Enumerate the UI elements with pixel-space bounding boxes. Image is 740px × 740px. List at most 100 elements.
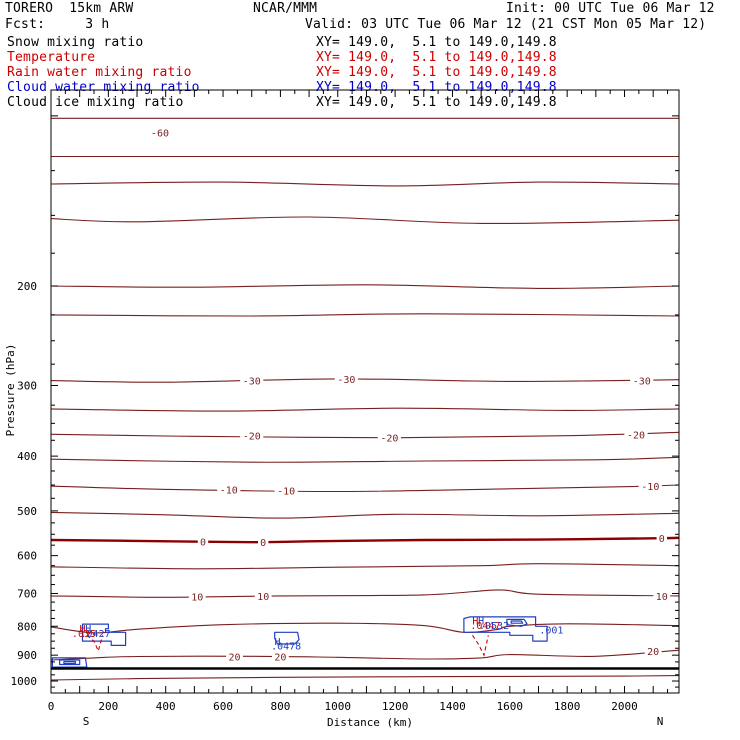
maximum-annotation: H [80, 624, 86, 635]
isotherm-label-bg [334, 372, 358, 385]
isotherm-line-25 [50, 675, 680, 681]
isotherm-line-5 [50, 563, 680, 570]
isotherm-label: 20 [229, 653, 241, 664]
maximum-annotation: .0427 [80, 629, 110, 640]
maximum-annotation: -60 [151, 128, 169, 139]
y-tick-label: 900 [17, 649, 37, 662]
x-tick-label: 200 [98, 700, 118, 713]
isotherm-line-m20 [50, 431, 680, 439]
isotherm-label-bg [188, 590, 206, 603]
isotherm-label-bg [240, 429, 264, 442]
isotherm-line-m50 [50, 181, 680, 187]
contour-label-layer: -30 -30 -30 -20 -20 -20 -10 -10 -10 0 0 0 10 10 10 20 20… [188, 372, 671, 664]
isotherm-label: 20 [274, 652, 286, 663]
isotherm-label-bg [272, 650, 289, 663]
south-end-label: S [83, 715, 90, 728]
x-tick-label: 1600 [497, 700, 524, 713]
isotherm-label: -10 [277, 486, 295, 497]
field-xy-temperature: XY= 149.0, 5.1 to 149.0,149.8 [316, 50, 557, 65]
model-label: TORERO 15km ARW [5, 1, 134, 16]
maximum-annotation: .0447 [470, 621, 500, 632]
isotherm-line-m30 [50, 378, 680, 383]
maximum-annotation: .0478 [271, 642, 301, 653]
isotherm-label: 0 [200, 537, 206, 548]
maximum-annotation: H [478, 617, 484, 628]
y-tick-label: 300 [17, 380, 37, 393]
north-end-label: N [657, 715, 664, 728]
y-tick-label: 500 [17, 505, 37, 518]
isotherm-line-0 [50, 536, 680, 544]
field-xy-rain: XY= 149.0, 5.1 to 149.0,149.8 [316, 65, 557, 80]
isotherm-label-bg [197, 535, 209, 548]
isotherm-label-bg [644, 645, 662, 658]
field-name-cloud-ice: Cloud ice mixing ratio [7, 95, 184, 110]
isotherm-line-m45 [50, 216, 680, 225]
valid-time: Valid: 03 UTC Tue 06 Mar 12 (21 CST Mon … [305, 17, 707, 32]
isotherm-label-bg [653, 589, 671, 602]
isotherm-label: -20 [380, 434, 398, 445]
isotherm-label: 10 [191, 593, 203, 604]
x-tick-label: 2000 [611, 700, 638, 713]
isotherm-label: -10 [220, 485, 238, 496]
rain-contour [472, 634, 489, 657]
x-tick-label: 1400 [439, 700, 466, 713]
isotherm-label: -30 [633, 377, 651, 388]
isotherm-line-20 [50, 649, 680, 661]
cloud-water-contour [59, 659, 81, 666]
isotherm-label-bg [258, 535, 269, 548]
field-xy-cloud-ice: XY= 149.0, 5.1 to 149.0,149.8 [316, 95, 557, 110]
init-time: Init: 00 UTC Tue 06 Mar 12 [506, 1, 715, 16]
isotherm-line-m10 [50, 484, 680, 493]
y-tick-label: 1000 [11, 675, 38, 688]
forecast-hour: Fcst: 3 h [5, 17, 110, 32]
maximum-annotation: .0532 [479, 621, 509, 632]
isotherm-label: 10 [656, 592, 668, 603]
isotherm-label-bg [656, 531, 667, 544]
isotherm-line-m15 [50, 456, 680, 463]
isotherm-label: 20 [647, 647, 659, 658]
x-tick-label: 1800 [554, 700, 581, 713]
rain-contour [86, 634, 104, 653]
x-tick-label: 800 [270, 700, 290, 713]
field-xy-snow: XY= 149.0, 5.1 to 149.0,149.8 [316, 35, 557, 50]
isotherm-line-m5 [50, 511, 680, 519]
cloud-water-contour [63, 661, 76, 665]
maximum-annotation: .035 [72, 629, 96, 640]
rain-layer [86, 634, 489, 657]
field-name-temperature: Temperature [7, 50, 96, 65]
isotherm-label-bg [377, 431, 401, 444]
isotherm-line-10 [50, 589, 680, 598]
isotherm-line-m25 [50, 407, 680, 412]
field-name-snow: Snow mixing ratio [7, 35, 144, 50]
plot-frame [50, 89, 680, 694]
isotherm-label: 0 [260, 538, 266, 549]
y-tick-label: 800 [17, 620, 37, 633]
center-label: NCAR/MMM [253, 1, 318, 16]
maximum-annotation: H [85, 624, 91, 635]
x-axis-title: Distance (km) [327, 716, 413, 729]
cloud-water-contour [81, 623, 127, 646]
isotherm-label-bg [217, 483, 241, 496]
maximum-annotation: H [275, 637, 281, 648]
cloud-water-contour [274, 631, 300, 645]
x-tick-label: 1000 [325, 700, 352, 713]
field-xy-cloud-water: XY= 149.0, 5.1 to 149.0,149.8 [316, 80, 557, 95]
x-tick-label: 600 [213, 700, 233, 713]
isotherm-label: -30 [243, 377, 261, 388]
isotherm-label: -20 [243, 432, 261, 443]
isotherm-label-bg [638, 480, 662, 493]
isotherm-line-m35 [50, 313, 680, 317]
isotherm-label-bg [630, 374, 654, 387]
cloud-water-contour [51, 657, 88, 668]
cloud-water-contour [510, 620, 524, 624]
x-tick-label: 400 [156, 700, 176, 713]
maximum-annotation: H [472, 617, 478, 628]
y-axis-title: Pressure (hPa) [4, 344, 17, 437]
isotherm-label-bg [274, 484, 298, 497]
maximum-annotation: .001 [539, 626, 563, 637]
isotherm-line-15 [50, 622, 680, 634]
y-tick-label: 700 [17, 587, 37, 600]
